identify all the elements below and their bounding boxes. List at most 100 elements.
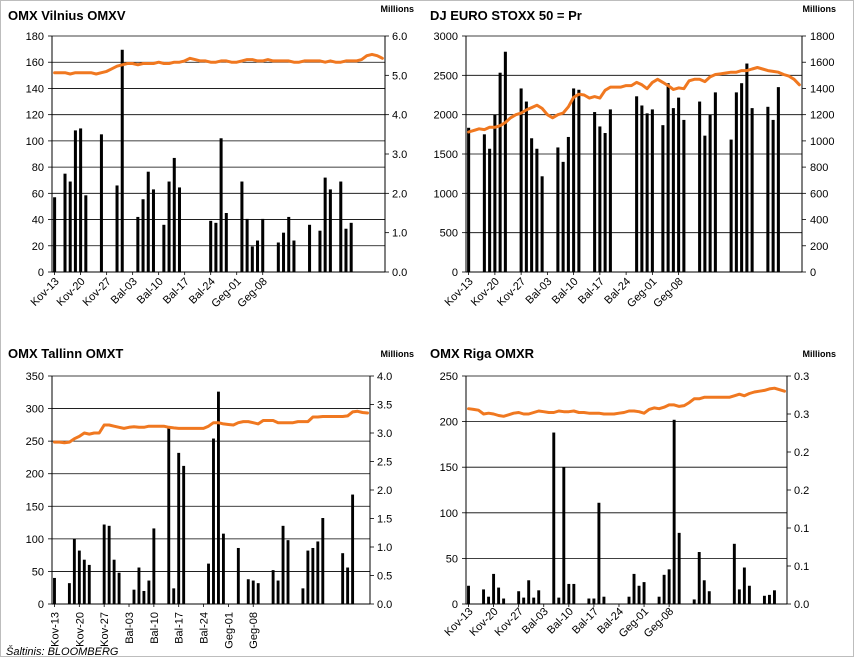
right-tick-label: 0	[810, 267, 816, 279]
bar	[747, 585, 751, 604]
bar	[657, 596, 661, 604]
right-tick-label: 0.2	[794, 447, 809, 459]
x-tick-label: Kov-27	[493, 606, 526, 639]
bar	[519, 88, 523, 272]
bar	[73, 130, 77, 272]
bar	[567, 583, 571, 604]
bar	[608, 109, 612, 272]
bar	[87, 564, 91, 604]
bar	[151, 189, 155, 272]
x-tick-label: Geg-01	[223, 612, 235, 649]
bar	[147, 580, 151, 604]
bar	[219, 138, 223, 272]
left-tick-label: 350	[26, 371, 44, 383]
bar	[172, 588, 176, 604]
bar	[487, 596, 491, 604]
x-tick-label: Kov-20	[469, 276, 502, 309]
bar	[346, 567, 350, 604]
bar	[577, 89, 581, 272]
chart-title: OMX Vilnius OMXV	[8, 8, 126, 23]
left-tick-label: 50	[446, 553, 458, 565]
x-tick-label: Bal-17	[576, 276, 607, 307]
left-tick-label: 1500	[434, 149, 458, 161]
x-tick-label: Bal-10	[545, 606, 576, 637]
bar	[488, 148, 492, 272]
bar	[221, 533, 225, 604]
bar	[642, 582, 646, 604]
chart-panel-1: OMX Vilnius OMXV Millions 0 20 40 60 80 100 120 1…	[8, 4, 414, 310]
left-tick-label: 80	[32, 162, 44, 174]
left-tick-label: 3000	[434, 31, 458, 43]
x-tick-label: Kov-20	[74, 612, 86, 647]
bar	[240, 181, 244, 272]
x-tick-label: Kov-27	[495, 276, 528, 309]
bar	[572, 88, 576, 272]
bar	[214, 222, 218, 272]
bar	[217, 391, 220, 604]
bar	[53, 577, 56, 604]
bar	[766, 106, 770, 272]
right-tick-label: 4.0	[392, 110, 407, 122]
bar	[677, 532, 681, 604]
bar	[552, 432, 556, 604]
bar	[162, 224, 166, 272]
bar	[467, 127, 471, 273]
bar	[256, 583, 260, 604]
bar	[308, 224, 312, 272]
bar	[177, 452, 181, 604]
left-tick-label: 200	[440, 417, 458, 429]
bar	[339, 181, 343, 272]
x-tick-label: Bal-17	[174, 612, 186, 644]
left-tick-label: 250	[440, 371, 458, 383]
bar	[742, 567, 746, 604]
bar	[245, 218, 249, 272]
bar	[172, 157, 176, 272]
bar	[734, 92, 738, 272]
left-tick-label: 160	[26, 57, 44, 69]
right-tick-label: 5.0	[392, 70, 407, 82]
bar	[482, 134, 486, 272]
x-tick-label: Kov-13	[443, 276, 476, 309]
x-tick-label: Bal-03	[524, 276, 555, 307]
right-tick-label: 1.5	[377, 514, 392, 526]
bar	[524, 101, 528, 272]
bar	[256, 240, 260, 272]
bar	[53, 197, 57, 272]
bar	[662, 574, 666, 604]
bar	[597, 502, 601, 604]
right-axis-unit: Millions	[381, 4, 415, 14]
right-tick-label: 400	[810, 215, 828, 227]
bar	[737, 589, 741, 604]
bar	[351, 494, 355, 604]
bar	[750, 108, 754, 272]
bar	[729, 139, 733, 272]
right-axis-unit: Millions	[803, 349, 837, 359]
right-tick-label: 6.0	[392, 31, 407, 43]
x-tick-label: Bal-10	[149, 612, 161, 644]
bar	[740, 83, 744, 272]
bar	[745, 63, 749, 273]
bar	[292, 240, 296, 272]
bar	[535, 148, 539, 272]
bar	[671, 108, 675, 272]
left-tick-label: 0	[452, 267, 458, 279]
bar	[540, 176, 544, 272]
chart-title: OMX Tallinn OMXT	[8, 346, 123, 361]
right-tick-label: 0.3	[794, 371, 809, 383]
right-tick-label: 3.0	[377, 428, 392, 440]
bar	[517, 591, 521, 604]
bar	[318, 230, 322, 272]
bar	[762, 595, 766, 604]
x-tick-label: Kov-27	[99, 612, 111, 647]
bar	[115, 185, 119, 272]
bar	[286, 540, 290, 604]
bar	[661, 125, 665, 273]
bar	[141, 199, 145, 272]
bar	[209, 220, 213, 272]
left-tick-label: 100	[26, 534, 44, 546]
bar	[167, 181, 171, 272]
series-line	[467, 386, 786, 418]
right-tick-label: 2.0	[392, 188, 407, 200]
bar	[182, 465, 186, 604]
